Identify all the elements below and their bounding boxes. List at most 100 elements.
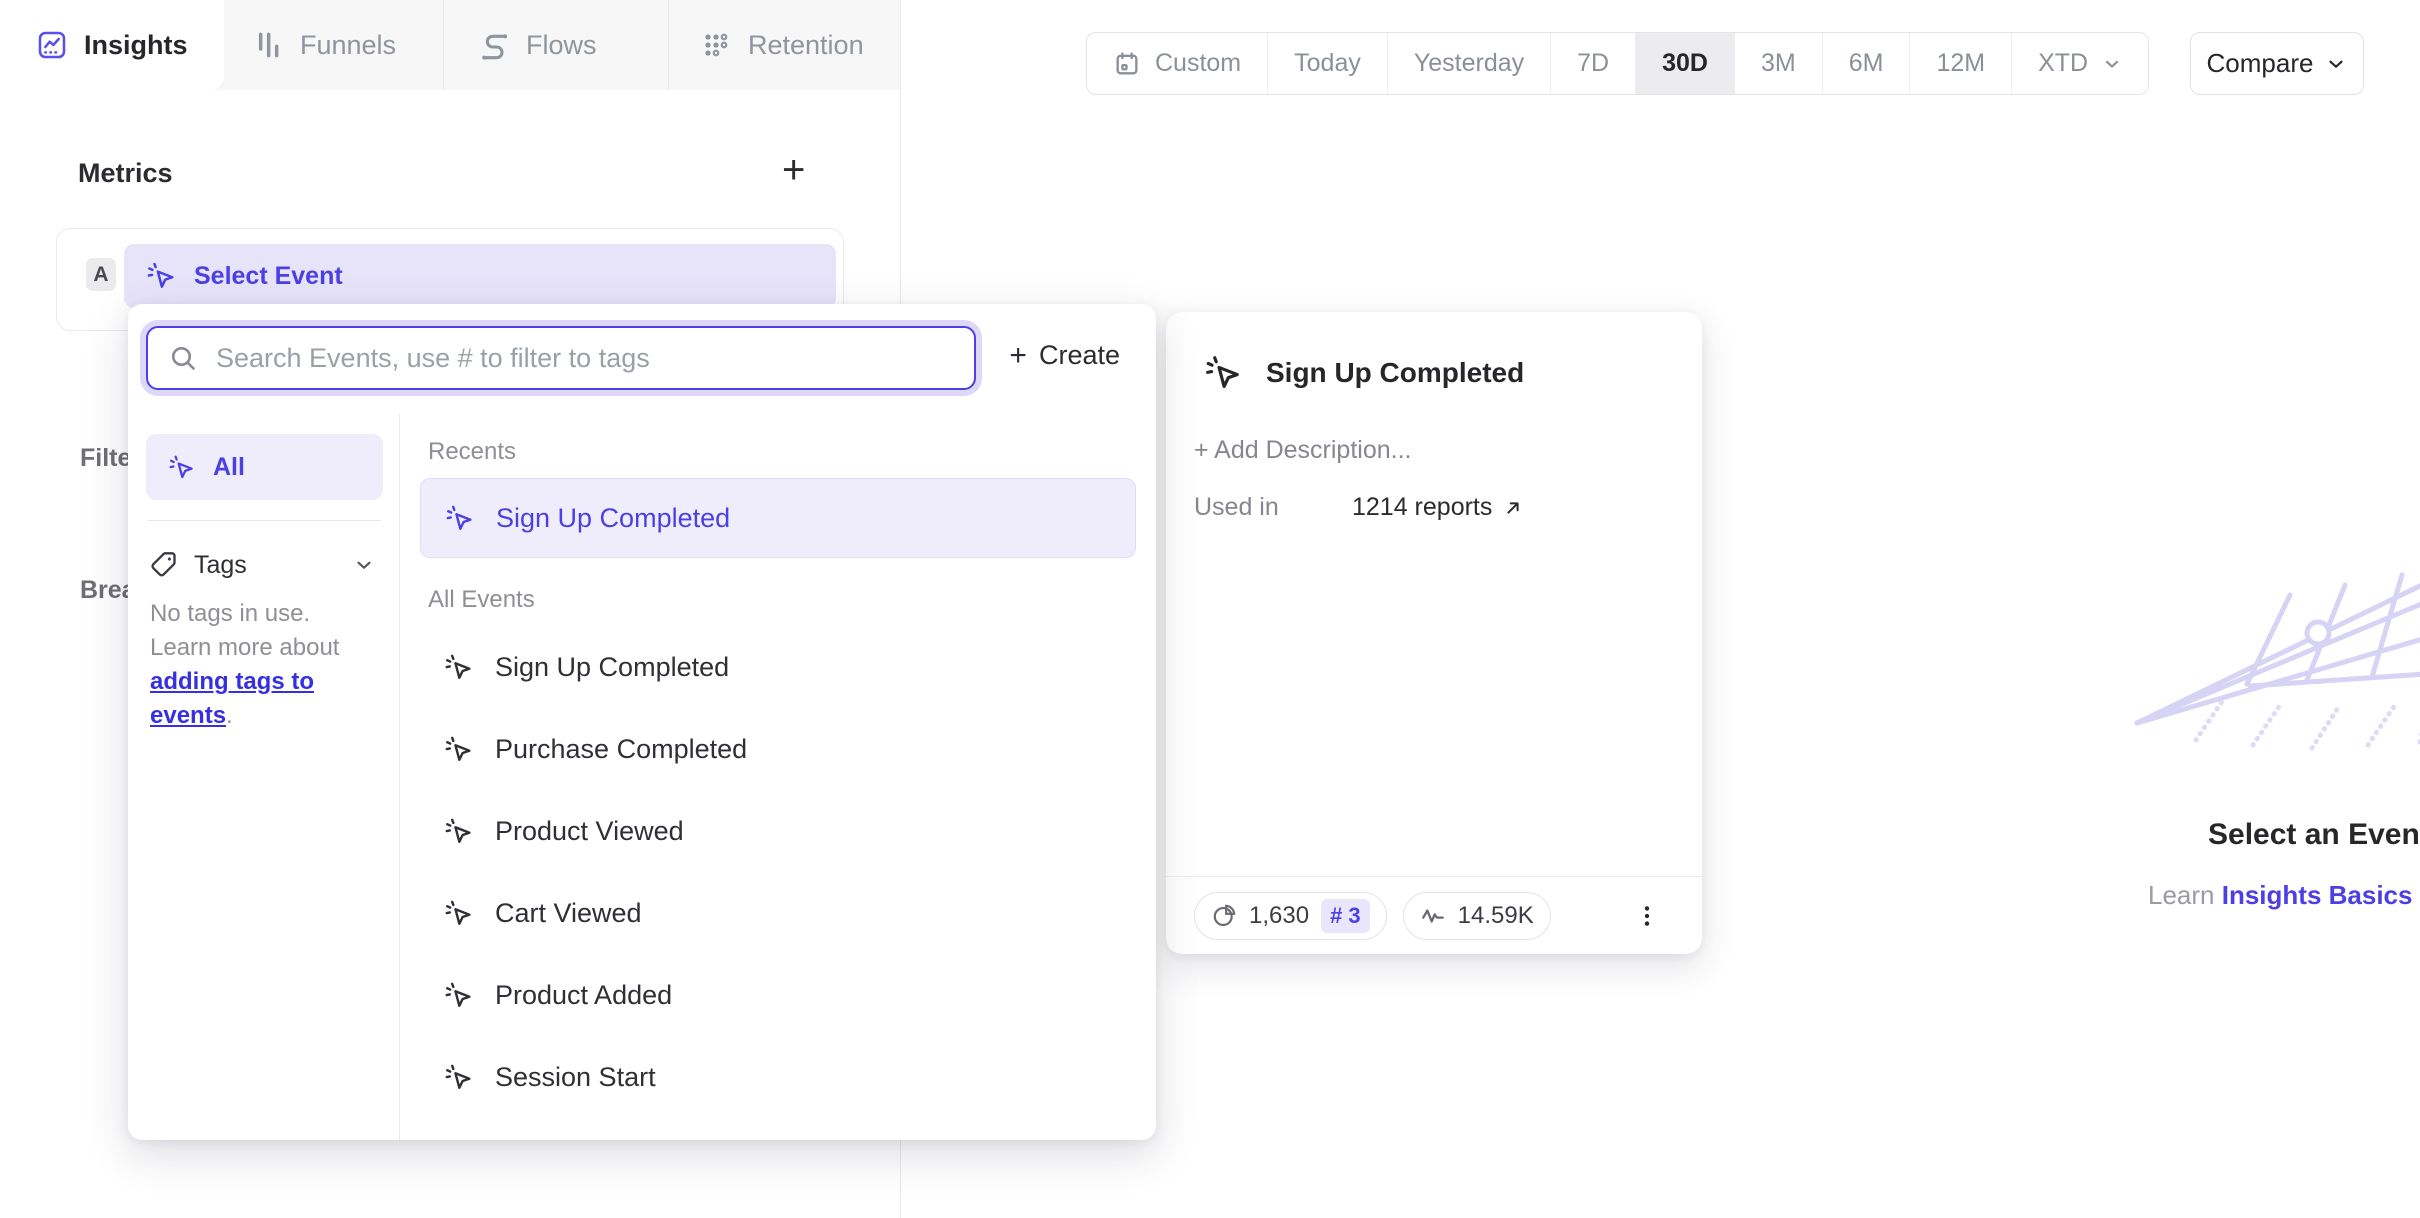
compare-label: Compare	[2206, 48, 2314, 78]
event-item[interactable]: Product Added	[420, 954, 1136, 1036]
event-count: 1,630	[1249, 901, 1310, 929]
tab-insights[interactable]: Insights	[36, 0, 188, 90]
empty-state-chart-illustration	[2134, 572, 2420, 751]
recents-label: Recents	[428, 438, 517, 465]
retention-grid-icon	[700, 29, 732, 61]
create-event-button[interactable]: + Create	[1009, 340, 1120, 371]
metric-row-letter: A	[86, 258, 116, 291]
reports-count: 1214 reports	[1352, 493, 1493, 521]
event-search-input[interactable]	[216, 342, 954, 374]
add-description-button[interactable]: + Add Description...	[1194, 436, 1412, 464]
insights-chart-icon	[36, 29, 68, 61]
date-option-label: 7D	[1577, 49, 1610, 77]
sidebar-item-all[interactable]: All	[146, 434, 383, 500]
date-30d-button-selected[interactable]: 30D	[1635, 33, 1734, 94]
event-detail-title: Sign Up Completed	[1266, 357, 1525, 388]
event-spark-cursor-icon	[444, 817, 473, 846]
activity-pulse-icon	[1420, 903, 1446, 929]
event-picker-sidebar: All Tags No tags in use. Learn mo	[128, 414, 400, 1140]
event-item-label: Product Added	[495, 979, 673, 1010]
date-7d-button[interactable]: 7D	[1550, 33, 1635, 94]
event-spark-cursor-icon	[168, 454, 195, 481]
event-item-label: Cart Viewed	[495, 897, 642, 928]
event-detail-popup: Sign Up Completed + Add Description... U…	[1166, 312, 1702, 954]
event-picker-dropdown: + Create All	[128, 304, 1156, 1140]
date-12m-button[interactable]: 12M	[1909, 33, 2011, 94]
compare-button[interactable]: Compare	[2190, 32, 2364, 95]
insights-basics-link[interactable]: Insights Basics	[2221, 880, 2413, 910]
external-link-arrow-icon	[1502, 497, 1524, 519]
add-metric-button[interactable]: +	[782, 148, 806, 192]
event-spark-cursor-icon	[1204, 354, 1242, 392]
event-spark-cursor-icon	[444, 735, 473, 764]
tab-funnels[interactable]: Funnels	[252, 0, 396, 90]
date-custom-button[interactable]: Custom	[1087, 33, 1267, 94]
event-count-chip[interactable]: 1,630 # 3	[1194, 891, 1387, 940]
reports-link[interactable]: 1214 reports	[1352, 493, 1524, 522]
adding-tags-link[interactable]: adding tags to events	[150, 668, 314, 730]
event-item[interactable]: Sign Up Completed	[420, 626, 1136, 708]
event-item-label: Purchase Completed	[495, 733, 748, 764]
tab-divider	[443, 0, 444, 90]
event-item[interactable]: Purchase Completed	[420, 708, 1136, 790]
event-item-label: Session Start	[495, 1061, 656, 1092]
no-tags-text: No tags in use. Learn more about	[150, 600, 340, 662]
event-spark-cursor-icon	[444, 899, 473, 928]
no-tags-help-text: No tags in use. Learn more about adding …	[146, 597, 378, 733]
event-spark-cursor-icon	[444, 981, 473, 1010]
tab-label: Flows	[526, 29, 597, 60]
event-spark-cursor-icon	[146, 261, 176, 291]
date-option-label: Today	[1294, 49, 1361, 77]
event-spark-cursor-icon	[445, 504, 474, 533]
date-today-button[interactable]: Today	[1267, 33, 1387, 94]
tab-flows[interactable]: Flows	[478, 0, 597, 90]
metrics-section-title: Metrics	[78, 158, 173, 188]
all-label: All	[213, 452, 245, 481]
date-6m-button[interactable]: 6M	[1821, 33, 1910, 94]
event-picker-body: All Tags No tags in use. Learn mo	[128, 414, 1156, 1140]
empty-state-learn-text: Learn Insights Basics o	[2148, 880, 2420, 911]
event-spark-cursor-icon	[444, 653, 473, 682]
chevron-down-icon	[2325, 53, 2347, 75]
select-event-pill[interactable]: Select Event	[124, 244, 836, 308]
event-detail-header: Sign Up Completed	[1166, 312, 1702, 392]
pie-chart-icon	[1211, 903, 1237, 929]
flows-icon	[478, 29, 510, 61]
event-volume-chip[interactable]: 14.59K	[1402, 891, 1551, 940]
event-search-box[interactable]	[146, 326, 976, 390]
event-item[interactable]: Product Viewed	[420, 790, 1136, 872]
empty-state-title: Select an Event	[2208, 818, 2420, 851]
chevron-down-icon[interactable]	[353, 554, 375, 576]
date-option-label: 12M	[1936, 49, 1986, 77]
tag-icon	[150, 551, 178, 579]
used-in-label: Used in	[1194, 493, 1279, 521]
tab-label: Retention	[748, 29, 864, 60]
event-list: Recents Sign Up Completed All Events Sig…	[400, 414, 1156, 1140]
tab-retention[interactable]: Retention	[700, 0, 864, 90]
rank-badge: # 3	[1321, 898, 1370, 933]
sidebar-item-tags[interactable]: Tags	[146, 541, 383, 589]
create-label: Create	[1038, 340, 1120, 370]
date-3m-button[interactable]: 3M	[1733, 33, 1822, 94]
plus-icon: +	[1009, 338, 1027, 372]
date-xtd-dropdown[interactable]: XTD	[2011, 33, 2148, 94]
date-option-label: 6M	[1848, 49, 1884, 77]
tab-label: Funnels	[300, 29, 397, 60]
event-spark-cursor-icon	[444, 1063, 473, 1092]
chevron-down-icon	[2102, 54, 2122, 74]
event-item-label: Sign Up Completed	[496, 502, 731, 533]
active-tab-background	[0, 0, 224, 90]
tab-label: Insights	[84, 29, 188, 60]
kebab-menu-icon[interactable]	[1634, 903, 1660, 929]
event-item-label: Product Viewed	[495, 815, 684, 846]
event-item[interactable]: Cart Viewed	[420, 872, 1136, 954]
event-item[interactable]: Session Start	[420, 1036, 1136, 1118]
learn-suffix: o	[2412, 880, 2420, 910]
event-item-selected[interactable]: Sign Up Completed	[420, 478, 1136, 558]
sidebar-divider	[148, 520, 381, 521]
date-option-label: 3M	[1760, 49, 1796, 77]
date-yesterday-button[interactable]: Yesterday	[1386, 33, 1550, 94]
date-option-label: Custom	[1155, 49, 1242, 77]
event-item-label: Sign Up Completed	[495, 651, 730, 682]
